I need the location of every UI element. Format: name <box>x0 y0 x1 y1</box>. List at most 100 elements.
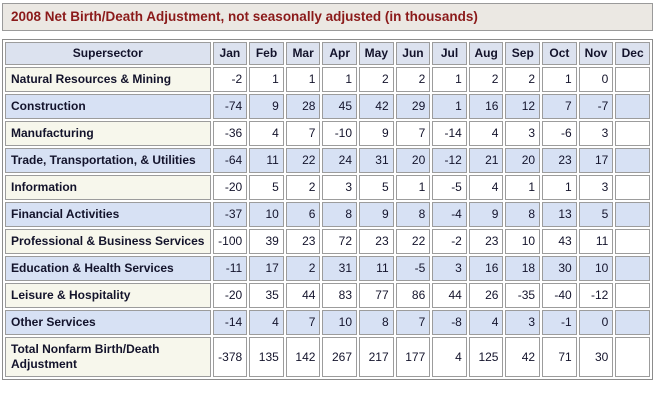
data-cell: 3 <box>432 256 467 281</box>
data-cell: 13 <box>542 202 577 227</box>
data-cell: 35 <box>249 283 284 308</box>
data-cell: 10 <box>578 256 614 281</box>
data-cell: 2 <box>285 175 321 200</box>
data-cell: 4 <box>468 121 504 146</box>
data-cell <box>615 94 650 119</box>
data-cell: 23 <box>285 229 321 254</box>
data-cell <box>615 337 650 377</box>
data-cell: 3 <box>578 175 614 200</box>
data-cell: 7 <box>395 310 431 335</box>
table-row: Professional & Business Services -100 39 23… <box>5 229 650 254</box>
data-cell: -10 <box>322 121 358 146</box>
data-cell: -4 <box>432 202 467 227</box>
data-cell: 1 <box>322 67 358 92</box>
data-cell: 29 <box>395 94 431 119</box>
data-cell: 5 <box>578 202 614 227</box>
data-cell: 8 <box>322 202 358 227</box>
data-cell: 23 <box>542 148 577 173</box>
data-cell: 42 <box>505 337 541 377</box>
row-label: Construction <box>5 94 211 119</box>
data-cell: 11 <box>578 229 614 254</box>
table-row: Trade, Transportation, & Utilities -64 11 2… <box>5 148 650 173</box>
data-cell <box>615 148 650 173</box>
data-cell <box>615 202 650 227</box>
data-cell: 7 <box>285 310 321 335</box>
data-cell: 11 <box>359 256 394 281</box>
data-cell: 16 <box>468 256 504 281</box>
data-cell: 26 <box>468 283 504 308</box>
data-cell: -1 <box>542 310 577 335</box>
column-header-month: Apr <box>322 42 358 65</box>
data-cell: -7 <box>578 94 614 119</box>
data-cell: -100 <box>212 229 248 254</box>
data-cell: -2 <box>432 229 467 254</box>
row-label: Financial Activities <box>5 202 211 227</box>
column-header-month: Sep <box>505 42 541 65</box>
data-cell: 28 <box>285 94 321 119</box>
data-cell: 3 <box>578 121 614 146</box>
table-row: Other Services -14 4 7 10 8 7 -8 4 3 -1 0 <box>5 310 650 335</box>
data-cell: 12 <box>505 94 541 119</box>
data-cell: -12 <box>432 148 467 173</box>
data-cell: -20 <box>212 283 248 308</box>
data-cell: -5 <box>432 175 467 200</box>
data-cell: 31 <box>322 256 358 281</box>
column-header-month: Dec <box>615 42 650 65</box>
data-cell: 7 <box>395 121 431 146</box>
row-label: Manufacturing <box>5 121 211 146</box>
data-cell: 20 <box>395 148 431 173</box>
data-cell: 4 <box>468 175 504 200</box>
data-cell: 45 <box>322 94 358 119</box>
column-header-supersector: Supersector <box>5 42 211 65</box>
data-cell: -2 <box>212 67 248 92</box>
data-cell: -20 <box>212 175 248 200</box>
title-bar: 2008 Net Birth/Death Adjustment, not sea… <box>2 3 653 31</box>
data-cell: 3 <box>322 175 358 200</box>
data-cell: 1 <box>395 175 431 200</box>
data-cell: 18 <box>505 256 541 281</box>
data-cell: 1 <box>249 67 284 92</box>
data-cell: -74 <box>212 94 248 119</box>
data-cell: -37 <box>212 202 248 227</box>
table-row: Total Nonfarm Birth/Death Adjustment -378… <box>5 337 650 377</box>
data-cell: 22 <box>395 229 431 254</box>
row-label: Total Nonfarm Birth/Death Adjustment <box>5 337 211 377</box>
data-cell: 17 <box>249 256 284 281</box>
data-cell: 9 <box>359 121 394 146</box>
table-row: Education & Health Services -11 17 2 31 11 -5 3… <box>5 256 650 281</box>
data-cell: 3 <box>505 310 541 335</box>
data-cell: 267 <box>322 337 358 377</box>
data-cell: 6 <box>285 202 321 227</box>
column-header-month: Jul <box>432 42 467 65</box>
data-cell: 9 <box>468 202 504 227</box>
data-cell: -14 <box>212 310 248 335</box>
page-title: 2008 Net Birth/Death Adjustment, not sea… <box>11 9 478 24</box>
column-header-month: Nov <box>578 42 614 65</box>
row-label: Other Services <box>5 310 211 335</box>
data-cell: 39 <box>249 229 284 254</box>
data-cell: 9 <box>359 202 394 227</box>
data-cell: 42 <box>359 94 394 119</box>
data-cell <box>615 229 650 254</box>
data-cell: -6 <box>542 121 577 146</box>
data-cell: 30 <box>578 337 614 377</box>
row-label: Trade, Transportation, & Utilities <box>5 148 211 173</box>
data-cell: 11 <box>249 148 284 173</box>
data-cell: 2 <box>359 67 394 92</box>
data-cell: 217 <box>359 337 394 377</box>
data-cell: 4 <box>249 121 284 146</box>
data-cell: -36 <box>212 121 248 146</box>
data-cell: 0 <box>578 310 614 335</box>
table-row: Natural Resources & Mining -2 1 1 1 2 2 1 2 2 1 0 <box>5 67 650 92</box>
data-cell: 5 <box>359 175 394 200</box>
data-cell: 72 <box>322 229 358 254</box>
table-row: Information -20 5 2 3 5 1 -5 4 1 1 3 <box>5 175 650 200</box>
data-cell: -40 <box>542 283 577 308</box>
data-cell: 16 <box>468 94 504 119</box>
data-cell: 4 <box>432 337 467 377</box>
column-header-month: Aug <box>468 42 504 65</box>
data-cell: 30 <box>542 256 577 281</box>
data-cell: 4 <box>249 310 284 335</box>
data-cell: 135 <box>249 337 284 377</box>
row-label: Natural Resources & Mining <box>5 67 211 92</box>
